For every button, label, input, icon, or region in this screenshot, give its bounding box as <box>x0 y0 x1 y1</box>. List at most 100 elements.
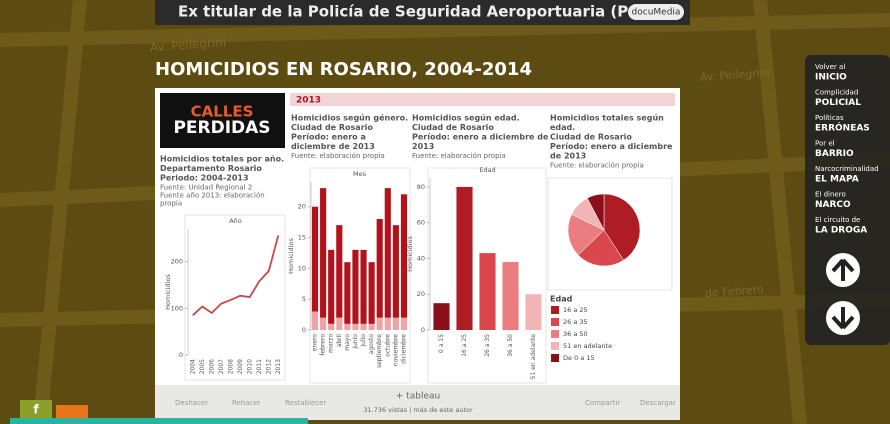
bar-segment <box>377 318 383 330</box>
banner-brand: docuMedia <box>632 8 681 18</box>
nav-small: Por el <box>815 140 835 148</box>
x-tick-label: junio <box>352 334 359 350</box>
bar-segment <box>336 225 342 318</box>
chart-title: Homicidios según edad. <box>412 114 520 123</box>
x-tick-label: 2010 <box>246 359 253 374</box>
chart-title: diciembre de 2013 <box>291 142 375 151</box>
x-tick-label: agosto <box>368 334 375 355</box>
bar <box>479 253 495 330</box>
x-tick-label: 36 a 50 <box>507 334 514 357</box>
x-tick-label: 2011 <box>256 359 263 374</box>
chart-title: Departamento Rosario <box>160 164 262 173</box>
chart-source: Fuente: elaboración propia <box>412 152 506 160</box>
nav-small: Políticas <box>815 114 844 122</box>
y-tick-label: 200 <box>171 258 183 266</box>
nav-link[interactable]: LA DROGA <box>815 226 867 236</box>
x-tick-label: noviembre <box>392 334 399 366</box>
bar-segment <box>352 324 358 330</box>
chart-source: Fuente: elaboración propia <box>291 152 385 160</box>
footer-button: Descargar <box>640 399 676 407</box>
nav-link[interactable]: EL MAPA <box>815 175 859 185</box>
chart-source: Fuente: Unidad Regional 2 <box>160 184 252 192</box>
x-tick-label: 2008 <box>227 359 234 374</box>
legend-label: 26 a 35 <box>563 318 588 326</box>
page-title: HOMICIDIOS EN ROSARIO, 2004-2014 <box>155 59 532 80</box>
chart-title: Homicidios totales por año. <box>160 155 284 164</box>
bar <box>456 187 472 330</box>
legend-label: De 0 a 15 <box>563 354 595 362</box>
bar-segment <box>369 262 375 324</box>
x-tick-label: marzo <box>328 334 335 353</box>
nav-link[interactable]: POLICIAL <box>815 98 861 108</box>
y-tick-label: 0 <box>421 326 425 334</box>
y-tick-label: 0 <box>179 351 183 359</box>
bar-segment <box>401 318 407 330</box>
banner-headline: Ex titular de la Policía de Seguridad Ae… <box>178 3 658 21</box>
bar-segment <box>320 318 326 330</box>
x-tick-label: 2006 <box>208 359 215 374</box>
nav-link[interactable]: BARRIO <box>815 149 854 159</box>
page: Ex titular de la Policía de Seguridad Ae… <box>0 0 890 424</box>
y-tick-label: 10 <box>298 264 306 272</box>
nav-small: Complicidad <box>815 89 858 97</box>
bar-segment <box>377 219 383 318</box>
x-axis-title: Año <box>229 217 242 225</box>
bar-segment <box>344 324 350 330</box>
x-tick-label: 2009 <box>237 359 244 374</box>
x-tick-label: enero <box>312 334 319 352</box>
legend-swatch <box>551 354 559 362</box>
y-tick-label: 40 <box>417 254 425 262</box>
y-axis-title: Homicidios <box>287 238 295 274</box>
share-button[interactable] <box>56 405 88 420</box>
x-axis-title: Mes <box>353 170 367 178</box>
x-tick-label: mayo <box>344 334 351 351</box>
y-axis-title: Homicidios <box>406 236 414 272</box>
bar-segment <box>328 250 334 324</box>
chart-source: propia <box>160 200 182 208</box>
y-tick-label: 20 <box>298 203 306 211</box>
bar-segment <box>369 324 375 330</box>
legend-label: 16 a 25 <box>563 306 588 314</box>
chart-source: Fuente año 2013: elaboración <box>160 192 265 200</box>
x-tick-label: 2004 <box>189 359 196 374</box>
chart-title: Homicidios totales según <box>550 114 664 123</box>
x-tick-label: 51 en adelante <box>530 334 537 380</box>
nav-link[interactable]: NARCO <box>815 200 851 210</box>
x-axis-title: Edad <box>479 166 495 174</box>
footer-button: Deshacer <box>175 399 208 407</box>
chart-title: Homicidios según género. <box>291 113 408 123</box>
chart-source: Fuente: elaboración propia <box>550 162 644 170</box>
x-tick-label: febrero <box>320 334 327 356</box>
chart-title: edad. <box>550 123 575 132</box>
legend-swatch <box>551 330 559 338</box>
y-tick-label: 80 <box>417 183 425 191</box>
footer-button: Compartir <box>585 399 620 407</box>
y-tick-label: 100 <box>171 304 183 312</box>
y-tick-label: 15 <box>298 234 306 242</box>
x-tick-label: 2013 <box>275 359 282 374</box>
x-tick-label: 2005 <box>199 359 206 374</box>
chart-title: Período: enero a diciembre de <box>412 133 549 142</box>
x-tick-label: 2012 <box>265 359 272 374</box>
chart-title: Ciudad de Rosario <box>412 123 494 132</box>
chart-title: Período: enero a <box>291 133 366 142</box>
bar-segment <box>344 262 350 324</box>
year-tab-bar <box>290 93 675 106</box>
nav-link[interactable]: ERRÓNEAS <box>815 122 870 134</box>
x-tick-label: 2007 <box>218 359 225 374</box>
nav-small: Narcocriminalidad <box>815 165 879 173</box>
bar-segment <box>328 324 334 330</box>
legend-label: 36 a 50 <box>563 330 588 338</box>
logo-text: PERDIDAS <box>173 118 270 138</box>
chart-title: Período: enero a diciembre <box>550 142 673 151</box>
x-tick-label: octubre <box>384 334 391 357</box>
bar <box>502 262 518 330</box>
chart-title: 2013 <box>412 142 434 151</box>
y-tick-label: 60 <box>417 219 425 227</box>
x-tick-label: diciembre <box>400 334 407 364</box>
nav-link[interactable]: INICIO <box>815 73 847 83</box>
bottom-bar <box>10 418 308 424</box>
x-tick-label: abril <box>336 334 343 348</box>
bar-segment <box>312 207 318 312</box>
bar-segment <box>385 188 391 318</box>
